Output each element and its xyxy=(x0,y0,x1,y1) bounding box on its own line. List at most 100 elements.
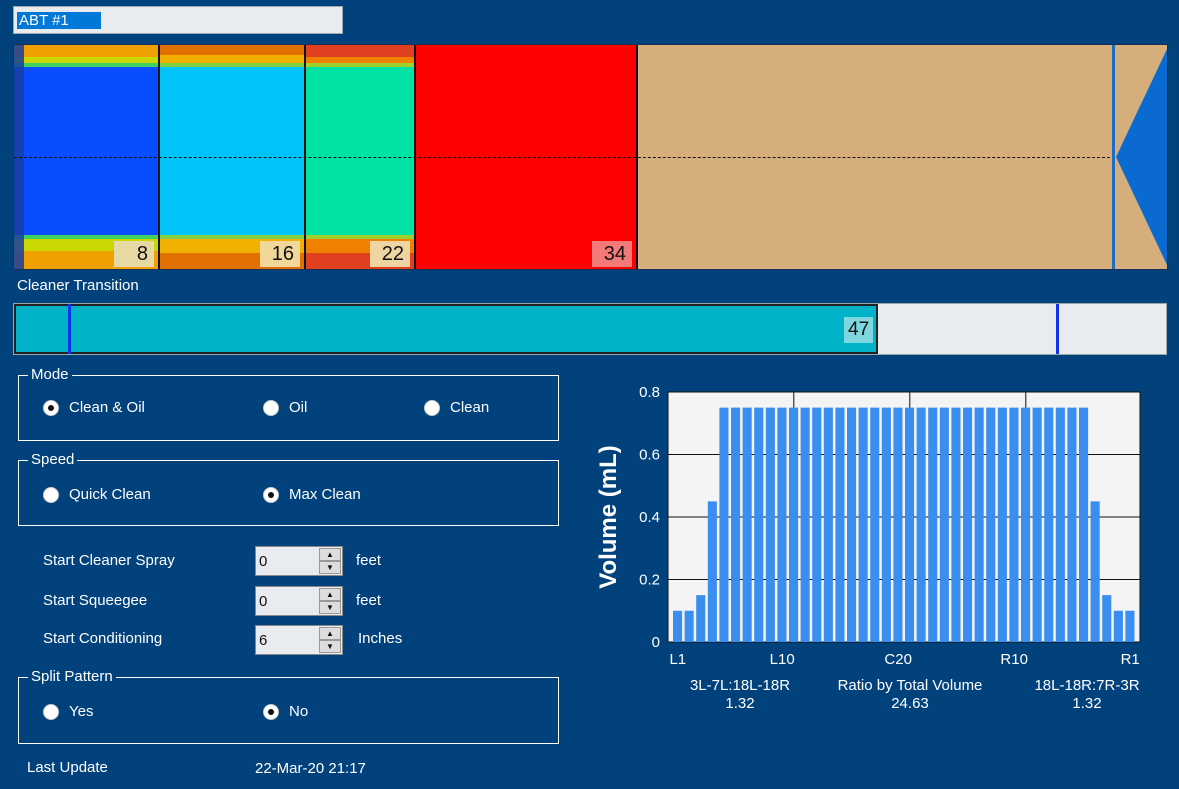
volume-bar xyxy=(870,407,880,642)
pattern-name-text: ABT #1 xyxy=(17,12,101,29)
volume-bar xyxy=(673,610,683,642)
volume-bar xyxy=(997,407,1007,642)
mode-radio-clean-oil[interactable]: Clean & Oil xyxy=(43,399,145,416)
mode-radio-clean[interactable]: Clean xyxy=(424,399,489,416)
speed-radio-quick-clean[interactable]: Quick Clean xyxy=(43,486,151,503)
stepper-up-icon[interactable]: ▲ xyxy=(319,588,341,601)
volume-bar xyxy=(939,407,949,642)
lane-pattern-strip: 8 16 22 34 xyxy=(13,44,1168,270)
volume-bar xyxy=(1113,610,1123,642)
volume-bar xyxy=(847,407,857,642)
volume-bar xyxy=(1102,595,1112,642)
volume-bar xyxy=(1067,407,1077,642)
volume-chart: 0 0.2 0.4 0.6 0.8 L1 L10 C20 R10 R1 Volume (mL) xyxy=(595,384,1141,668)
radio-label: Clean xyxy=(450,399,490,416)
split-radio-yes[interactable]: Yes xyxy=(43,703,93,720)
radio-label: Oil xyxy=(289,399,308,416)
volume-bar xyxy=(696,595,706,642)
mode-radio-oil[interactable]: Oil xyxy=(263,399,307,416)
volume-bar xyxy=(858,407,868,642)
speed-radio-max-clean[interactable]: Max Clean xyxy=(263,486,361,503)
volume-bar xyxy=(731,407,741,642)
volume-bar xyxy=(754,407,764,642)
start-conditioning-stepper[interactable]: 6 ▲ ▼ xyxy=(255,625,343,655)
start-squeegee-label: Start Squeegee xyxy=(43,592,148,609)
y-axis-label: Volume (mL) xyxy=(595,445,622,589)
transition-fill xyxy=(14,304,878,354)
ratio-label: 18L-18R:7R-3R xyxy=(1034,677,1140,694)
volume-bar xyxy=(1125,610,1135,642)
transition-marker xyxy=(1056,304,1059,354)
volume-bar xyxy=(1009,407,1019,642)
start-squeegee-stepper[interactable]: 0 ▲ ▼ xyxy=(255,586,343,616)
stepper-value: 0 xyxy=(259,553,268,570)
segment-number: 22 xyxy=(370,241,410,267)
ratio-value: 24.63 xyxy=(891,695,929,712)
volume-bar xyxy=(765,407,775,642)
radio-selected-icon xyxy=(43,399,59,416)
radio-label: No xyxy=(289,703,309,720)
pattern-name-field[interactable]: ABT #1 xyxy=(13,6,343,34)
start-conditioning-label: Start Conditioning xyxy=(43,630,163,647)
x-tick-label: R10 xyxy=(1000,651,1028,668)
x-tick-label: L10 xyxy=(770,651,795,668)
volume-bar xyxy=(789,407,799,642)
volume-bar xyxy=(800,407,810,642)
mode-group: Mode Clean & Oil Oil Clean xyxy=(18,366,559,441)
y-tick-label: 0.8 xyxy=(639,384,660,401)
ratio-value: 1.32 xyxy=(1072,695,1102,712)
stepper-down-icon[interactable]: ▼ xyxy=(319,561,341,574)
stepper-down-icon[interactable]: ▼ xyxy=(319,601,341,614)
radio-empty-icon xyxy=(43,486,59,503)
y-tick-label: 0.4 xyxy=(639,509,660,526)
volume-bar xyxy=(963,407,973,642)
volume-bar xyxy=(905,407,915,642)
radio-selected-icon xyxy=(263,486,279,503)
stepper-down-icon[interactable]: ▼ xyxy=(319,640,341,653)
radio-empty-icon xyxy=(424,399,440,416)
x-tick-label: L1 xyxy=(669,651,686,668)
transition-value: 47 xyxy=(844,317,874,343)
stepper-up-icon[interactable]: ▲ xyxy=(319,548,341,561)
split-radio-no[interactable]: No xyxy=(263,703,308,720)
cleaner-transition-bar: 47 xyxy=(13,303,1167,355)
cleaner-transition-label: Cleaner Transition xyxy=(17,277,139,294)
segment-number: 8 xyxy=(114,241,154,267)
volume-bar xyxy=(684,610,694,642)
radio-label: Quick Clean xyxy=(69,486,151,503)
radio-empty-icon xyxy=(43,703,59,720)
speed-group: Speed Quick Clean Max Clean xyxy=(18,451,559,526)
split-pattern-group: Split Pattern Yes No xyxy=(18,668,559,744)
y-tick-label: 0.6 xyxy=(639,447,660,464)
volume-bar xyxy=(974,407,984,642)
x-tick-label: C20 xyxy=(884,651,912,668)
volume-bar xyxy=(1032,407,1042,642)
transition-marker xyxy=(68,304,71,354)
volume-bar xyxy=(707,501,717,642)
stepper-up-icon[interactable]: ▲ xyxy=(319,627,341,640)
volume-bar xyxy=(951,407,961,642)
ratio-center: Ratio by Total Volume 24.63 xyxy=(818,677,1002,713)
volume-bar xyxy=(928,407,938,642)
speed-legend: Speed xyxy=(28,451,78,469)
volume-bar xyxy=(823,407,833,642)
radio-label: Max Clean xyxy=(289,486,361,503)
start-cleaner-spray-stepper[interactable]: 0 ▲ ▼ xyxy=(255,546,343,576)
unit-label: feet xyxy=(356,552,382,569)
radio-label: Yes xyxy=(69,703,94,720)
radio-empty-icon xyxy=(263,399,279,416)
ratio-left: 3L-7L:18L-18R 1.32 xyxy=(670,677,810,713)
volume-bar xyxy=(812,407,822,642)
start-cleaner-spray-label: Start Cleaner Spray xyxy=(43,552,175,569)
radio-selected-icon xyxy=(263,703,279,720)
volume-bar xyxy=(986,407,996,642)
unit-label: feet xyxy=(356,592,382,609)
segment-number: 34 xyxy=(592,241,632,267)
last-update-label: Last Update xyxy=(27,759,108,776)
y-tick-label: 0 xyxy=(652,634,660,651)
unit-label: Inches xyxy=(358,630,403,647)
ratio-right: 18L-18R:7R-3R 1.32 xyxy=(1017,677,1157,713)
volume-bar xyxy=(881,407,891,642)
volume-bar xyxy=(835,407,845,642)
stepper-value: 6 xyxy=(259,632,268,649)
